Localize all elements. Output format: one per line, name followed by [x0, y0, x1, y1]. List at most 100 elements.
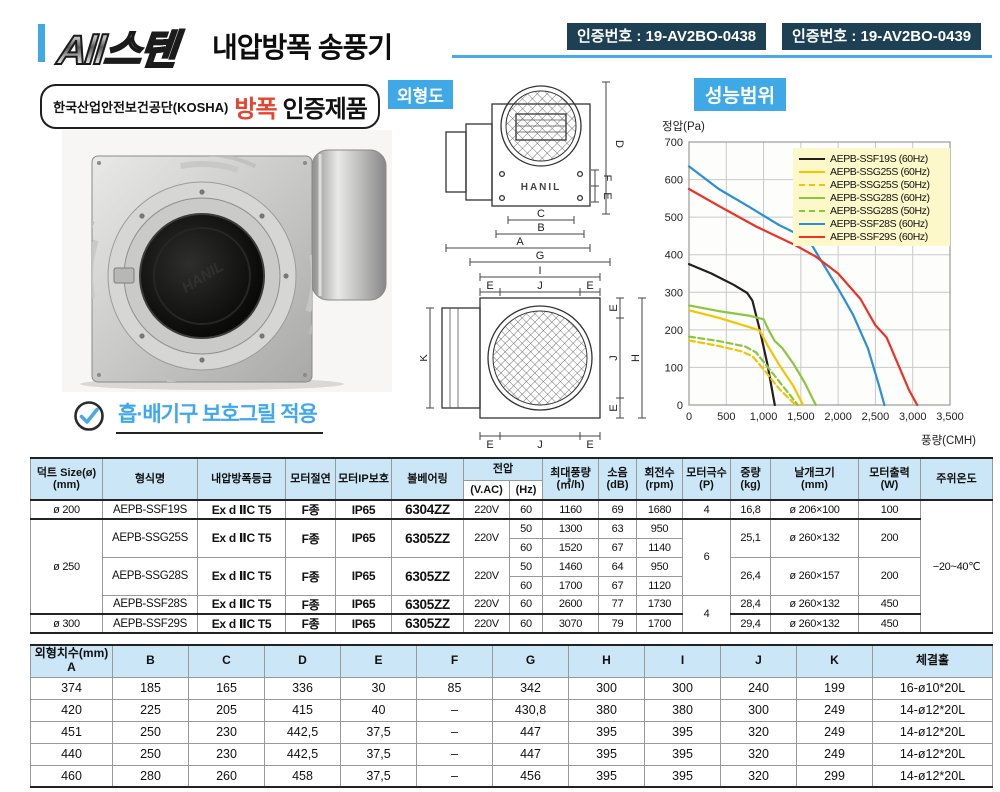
- spec-table: 덕트 Size(ø) (mm) 형식명 내압방폭등급 모터절연 모터IP보호 볼베어링 전압…: [30, 457, 993, 634]
- cell: 3070: [542, 613, 599, 634]
- svg-text:B: B: [537, 222, 544, 234]
- svg-text:E: E: [486, 280, 493, 292]
- cell: 60: [509, 575, 543, 596]
- cell: AEPB-SSG25S: [102, 518, 198, 558]
- cell: 458: [264, 764, 341, 788]
- legend-line-swatch: [799, 235, 825, 238]
- cell: 6305ZZ: [391, 594, 464, 615]
- cell: 1700: [542, 575, 599, 596]
- cell: 85: [416, 676, 493, 700]
- svg-text:0: 0: [677, 400, 683, 412]
- legend-label: AEPB-SSG28S (60Hz): [830, 191, 930, 204]
- cell: 950: [636, 518, 683, 539]
- chart-legend: AEPB-SSF19S (60Hz) AEPB-SSG25S (60Hz) AEPB…: [793, 148, 950, 246]
- kosha-rest-label: 인증제품: [282, 96, 368, 123]
- cell: 250: [112, 742, 189, 766]
- svg-text:E: E: [608, 304, 620, 311]
- header-cell: E: [340, 644, 417, 678]
- legend-label: AEPB-SSG25S (60Hz): [830, 165, 930, 178]
- cell: –: [416, 764, 493, 788]
- cell: 395: [644, 720, 721, 744]
- product-photo: HANIL: [62, 130, 392, 392]
- cell: AEPB-SSF28S: [102, 594, 198, 615]
- cell: 50: [509, 518, 543, 539]
- cell: 447: [492, 742, 569, 766]
- cell: ø 260×157: [770, 556, 859, 596]
- cell: 415: [264, 698, 341, 722]
- cell: –: [416, 720, 493, 744]
- svg-text:정압(Pa): 정압(Pa): [662, 120, 705, 133]
- svg-text:C: C: [537, 208, 545, 220]
- cell: 320: [720, 720, 797, 744]
- table-row: ø 250 AEPB-SSG25S Ex d ⅡC T5 F종 IP65 6305ZZ 22…: [30, 518, 993, 615]
- legend-item: AEPB-SSG25S (50Hz): [799, 178, 944, 191]
- cell: 67: [598, 575, 637, 596]
- cell: IP65: [335, 594, 392, 615]
- header-cell: 모터절연: [285, 458, 336, 501]
- cell: F종: [285, 556, 336, 596]
- cell: 336: [264, 676, 341, 700]
- cell: 26,4: [730, 556, 771, 596]
- legend-item: AEPB-SSF28S (60Hz): [799, 217, 944, 230]
- cell: 6305ZZ: [391, 518, 464, 558]
- cell: 69: [598, 499, 637, 520]
- cell: 60: [509, 594, 543, 615]
- cell: ø 260×132: [770, 518, 859, 558]
- front-view-drawing: G I E J E K E J E H E J E: [420, 250, 646, 450]
- dimension-table: 외형치수(mm) A B C D E F G H I J K 체결홀 374 185 165 336 30 85 3…: [30, 644, 993, 788]
- header-cell: 외형치수(mm) A: [30, 644, 113, 678]
- table-row: AEPB-SSG28S Ex d ⅡC T5 F종 IP65 6305ZZ 220V 50 1…: [31, 556, 993, 596]
- cell: 451: [30, 720, 113, 744]
- cell: 16-ø10*20L: [872, 676, 993, 700]
- header-cell: 최대풍량 (㎥/h): [542, 458, 599, 501]
- header-cell: 형식명: [102, 458, 198, 501]
- header-cell: B: [112, 644, 189, 678]
- header-accent-bar: [38, 24, 45, 62]
- svg-text:600: 600: [665, 175, 683, 187]
- cell: 30: [340, 676, 417, 700]
- header-row: 외형치수(mm) A B C D E F G H I J K 체결홀: [30, 644, 993, 678]
- header-cell: 회전수 (rpm): [636, 458, 683, 501]
- legend-label: AEPB-SSG28S (50Hz): [830, 204, 930, 217]
- cell: 6304ZZ: [391, 499, 464, 520]
- cell: 430,8: [492, 698, 569, 722]
- cell: 450: [858, 613, 921, 634]
- cell: 25,1: [730, 518, 771, 558]
- kosha-highlight-label: 방폭: [234, 96, 277, 123]
- svg-text:3,000: 3,000: [899, 411, 927, 423]
- performance-chart: 0 500 1,000 1,500 2,000 2,500 3,000 3,500 0 100 20…: [660, 112, 998, 450]
- cell: 1730: [636, 594, 683, 615]
- table-row: 420 225 205 415 40–430,8 380 380 300 249 14-ø12*2…: [30, 698, 993, 722]
- legend-label: AEPB-SSF19S (60Hz): [830, 152, 928, 165]
- kosha-org-label: 한국산업안전보건공단(KOSHA): [53, 100, 229, 115]
- cell: 200: [858, 518, 921, 558]
- cell: 456: [492, 764, 569, 788]
- cell: AEPB-SSF29S: [102, 613, 198, 634]
- table-row: ø 300 AEPB-SSF29S Ex d ⅡC T5 F종 IP65 6305ZZ 22…: [30, 613, 993, 634]
- fan-inlet: [139, 213, 265, 339]
- cell: 60: [509, 499, 543, 520]
- header-cell: 볼베어링: [391, 458, 464, 501]
- cell: 64: [598, 556, 637, 577]
- cell: IP65: [335, 556, 392, 596]
- cell: 63: [598, 518, 637, 539]
- cell: Ex d ⅡC T5: [197, 594, 286, 615]
- cell: 395: [568, 720, 645, 744]
- cell: 28,4: [730, 594, 771, 615]
- table-row: AEPB-SSF28S Ex d ⅡC T5 F종 IP65 6305ZZ 220V 60 2…: [31, 594, 993, 634]
- page-title: 내압방폭 송풍기: [212, 32, 393, 63]
- cell: 300: [568, 676, 645, 700]
- cell: 1160: [542, 499, 599, 520]
- cell: 37,5: [340, 764, 417, 788]
- cell: ø 206×100: [770, 499, 859, 520]
- header-row: (V.AC) (Hz): [31, 479, 993, 501]
- svg-text:300: 300: [665, 287, 683, 299]
- legend-line-swatch: [799, 209, 825, 212]
- cell: 4: [682, 594, 731, 634]
- cell: Ex d ⅡC T5: [197, 518, 286, 558]
- svg-text:J: J: [537, 439, 543, 450]
- drawing-brand-label: HANIL: [521, 182, 562, 193]
- cell: 205: [188, 698, 265, 722]
- legend-line-swatch: [799, 170, 825, 173]
